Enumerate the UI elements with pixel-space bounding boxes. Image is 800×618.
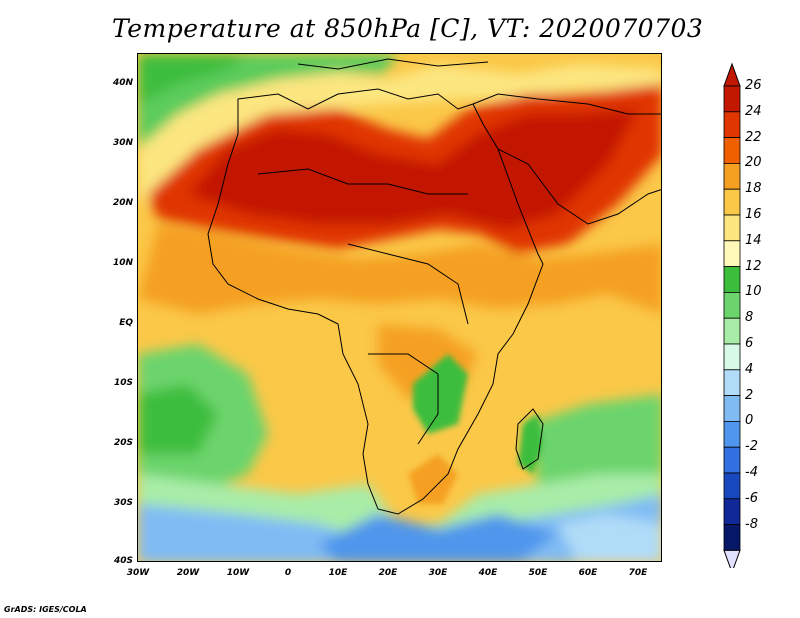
lon-tick-30e: 30E [428,568,448,578]
lat-tick-40n: 40N [112,78,133,88]
lat-tick-10n: 10N [112,258,133,268]
lon-tick-20e: 20E [378,568,398,578]
colorbar-swatch [723,498,741,525]
colorbar-top-arrow [723,62,741,87]
colorbar-swatch [723,317,741,345]
colorbar-label: 24 [745,103,762,119]
lon-tick-10w: 10W [226,568,250,578]
lon-tick-10e: 10E [328,568,348,578]
colorbar [723,62,741,568]
colorbar-swatch [723,420,741,448]
lat-tick-eq: EQ [119,318,133,328]
lat-tick-20s: 20S [113,438,133,448]
lat-tick-30s: 30S [113,498,133,508]
lon-tick-50e: 50E [528,568,548,578]
map-title: Temperature at 850hPa [C], VT: 202007070… [112,14,704,43]
colorbar-swatch [723,472,741,500]
lat-tick-20n: 20N [112,198,133,208]
lon-tick-70e: 70E [628,568,648,578]
colorbar-label: 10 [745,284,762,300]
colorbar-label: 20 [745,155,762,171]
colorbar-swatch [723,291,741,319]
colorbar-label: 18 [745,181,762,197]
colorbar-swatch [723,266,741,293]
colorbar-label: -8 [745,516,758,532]
colorbar-label: 6 [745,336,754,351]
colorbar-swatch [723,369,741,396]
colorbar-swatch [723,163,741,190]
credit-text: GrADS: IGES/COLA [4,605,87,614]
temperature-field [138,54,661,561]
colorbar-label: 0 [745,413,754,429]
colorbar-label: 8 [745,310,754,326]
colorbar-swatch [723,524,741,551]
lat-tick-30n: 30N [112,138,133,148]
colorbar-swatch [723,446,741,474]
colorbar-swatch [723,214,741,242]
lon-tick-0: 0 [284,568,292,578]
colorbar-label: 14 [745,232,762,248]
colorbar-label: 12 [745,258,762,274]
colorbar-label: 22 [745,129,762,145]
colorbar-label: 2 [745,387,754,403]
lon-tick-20w: 20W [176,568,200,578]
colorbar-swatch [723,240,741,268]
colorbar-swatch [723,343,741,371]
colorbar-bottom-arrow [723,549,741,568]
colorbar-label: 4 [745,361,754,377]
colorbar-label: 26 [745,78,762,93]
colorbar-label: -6 [745,490,758,506]
lat-tick-10s: 10S [113,378,133,388]
colorbar-swatch [723,395,741,422]
colorbar-label: -2 [745,439,758,455]
colorbar-swatch [723,85,741,113]
colorbar-label: -4 [745,465,758,480]
temperature-map [137,53,662,562]
lat-tick-40s: 40S [113,556,133,566]
colorbar-swatch [723,188,741,216]
lon-tick-60e: 60E [578,568,598,578]
lon-tick-40e: 40E [478,568,498,578]
colorbar-swatch [723,137,741,164]
colorbar-swatch [723,111,741,138]
lon-tick-30w: 30W [126,568,150,578]
colorbar-label: 16 [745,207,762,222]
